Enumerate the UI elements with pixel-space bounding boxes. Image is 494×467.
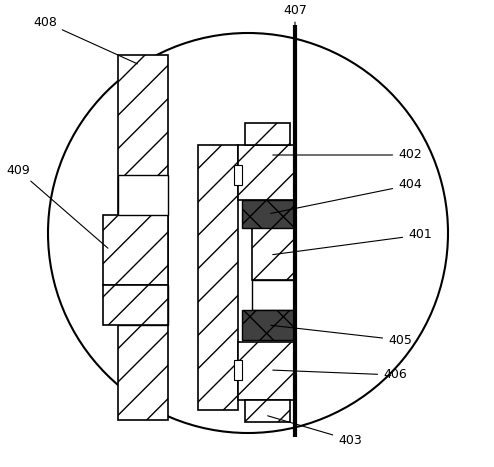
Bar	[242, 200, 295, 228]
Text: 406: 406	[273, 368, 407, 382]
Text: 405: 405	[271, 325, 412, 347]
Text: 409: 409	[6, 163, 108, 248]
Bar	[118, 55, 168, 420]
Bar	[252, 228, 295, 280]
Bar	[242, 310, 295, 340]
Bar	[245, 123, 290, 145]
Bar	[103, 285, 168, 325]
Bar	[238, 342, 295, 400]
Text: 402: 402	[273, 149, 422, 162]
Text: 404: 404	[271, 178, 422, 213]
Text: 408: 408	[33, 15, 137, 64]
Bar	[234, 165, 242, 185]
Text: 407: 407	[283, 3, 307, 27]
Bar	[103, 215, 168, 285]
Bar	[234, 360, 242, 380]
Bar	[118, 285, 168, 325]
Text: 401: 401	[273, 228, 432, 255]
Bar	[238, 145, 295, 200]
Bar	[118, 175, 168, 215]
Bar	[245, 400, 290, 422]
Bar	[252, 280, 295, 310]
Bar	[198, 145, 238, 410]
Text: 403: 403	[268, 416, 362, 446]
